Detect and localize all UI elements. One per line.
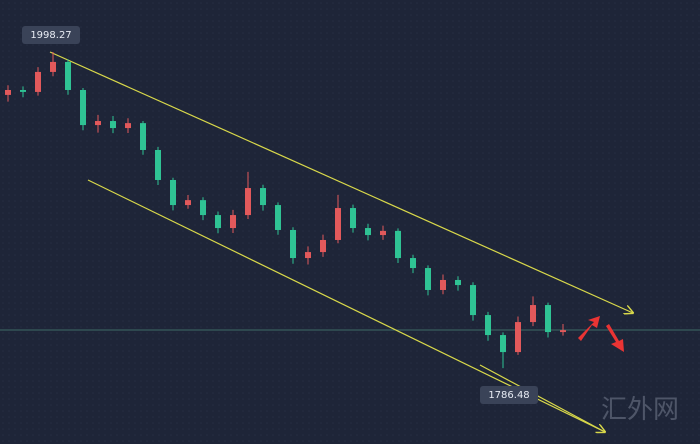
candle-body — [65, 61, 71, 90]
candle-body — [20, 89, 26, 92]
candle-body — [5, 89, 11, 95]
candle-body — [35, 71, 41, 92]
candle-body — [380, 230, 386, 236]
candle-body — [500, 335, 506, 353]
up-arrow — [578, 316, 600, 341]
candle-body — [170, 179, 176, 206]
candle-body — [485, 315, 491, 336]
candle-body — [470, 285, 476, 316]
candle-body — [50, 61, 56, 72]
candle-body — [200, 200, 206, 216]
candle-body — [80, 89, 86, 126]
candle-body — [530, 305, 536, 323]
candle-body — [545, 305, 551, 333]
candle-body — [305, 252, 311, 259]
candle-body — [245, 188, 251, 216]
candle-body — [230, 215, 236, 229]
candle-body — [560, 330, 566, 333]
candle-body — [155, 149, 161, 180]
candle-body — [440, 279, 446, 290]
low-label-box — [480, 386, 538, 404]
candle-body — [215, 215, 221, 229]
candle-body — [425, 268, 431, 290]
candle-body — [410, 258, 416, 269]
high-label: 1998.27 — [30, 30, 71, 41]
watermark: 汇外网 — [601, 395, 679, 425]
high-label-box — [22, 26, 80, 44]
candle-body — [455, 279, 461, 286]
candle-body — [320, 239, 326, 253]
candle-body — [335, 208, 341, 240]
candle-body — [350, 208, 356, 229]
candles — [5, 51, 566, 369]
candle-body — [515, 322, 521, 353]
down-arrow — [606, 324, 624, 352]
low-label: 1786.48 — [488, 390, 529, 401]
candle-body — [110, 121, 116, 129]
channel-extension — [479, 364, 606, 433]
candle-body — [125, 123, 131, 129]
candle-body — [185, 200, 191, 206]
candle-body — [140, 123, 146, 150]
candle-body — [95, 121, 101, 126]
candle-body — [395, 230, 401, 259]
candle-body — [260, 188, 266, 206]
candle-body — [275, 205, 281, 230]
candle-body — [290, 229, 296, 259]
candle-body — [365, 228, 371, 236]
channel-upper — [49, 51, 633, 313]
